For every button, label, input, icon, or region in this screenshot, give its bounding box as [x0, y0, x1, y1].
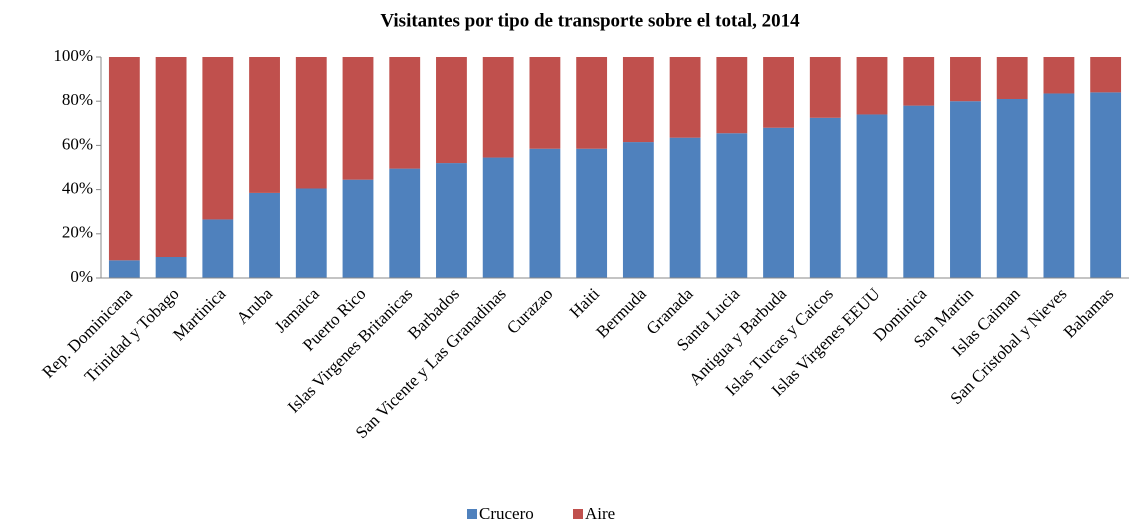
bar-segment — [1090, 57, 1122, 93]
bar-segment — [576, 57, 608, 149]
bar-segment — [249, 192, 280, 278]
y-tick-label: 100% — [53, 46, 93, 65]
bar-segment — [669, 137, 701, 278]
bar-segment — [295, 188, 327, 278]
x-tick-label: Bermuda — [592, 284, 650, 342]
bar-segment — [669, 57, 701, 138]
bar-segment — [108, 57, 140, 261]
bar-segment — [903, 57, 935, 106]
bar-segment — [482, 157, 514, 278]
bar-segment — [108, 260, 140, 278]
bar-segment — [202, 219, 234, 278]
x-tick-label: Curazao — [503, 284, 556, 337]
chart-title: Visitantes por tipo de transporte sobre … — [380, 10, 800, 31]
x-tick-label: Martinica — [169, 284, 229, 344]
legend-label: Aire — [585, 504, 615, 523]
bar-segment — [529, 148, 561, 278]
y-tick-label: 80% — [62, 90, 93, 109]
bar-segment — [1090, 92, 1122, 278]
bar-segment — [436, 57, 467, 164]
bar-segment — [576, 148, 608, 278]
x-tick-label: Bahamas — [1060, 284, 1118, 342]
y-tick-label: 0% — [70, 267, 93, 286]
bar-segment — [996, 57, 1028, 99]
y-tick-label: 40% — [62, 179, 93, 198]
x-tick-label: Haiti — [566, 284, 604, 322]
bar-segment — [856, 57, 888, 115]
legend-label: Crucero — [479, 504, 534, 523]
bar-segment — [155, 257, 187, 278]
bar-segment — [903, 105, 935, 279]
bar-segment — [155, 57, 187, 258]
bar-segment — [295, 57, 327, 189]
bar-segment — [950, 101, 981, 278]
legend-swatch — [467, 509, 477, 519]
bar-segment — [202, 57, 234, 220]
bar-segment — [436, 163, 467, 278]
bar-segment — [996, 98, 1028, 279]
y-tick-label: 20% — [62, 223, 93, 242]
bar-segment — [763, 57, 794, 128]
bar-segment — [1043, 57, 1075, 94]
bar-segment — [950, 57, 981, 102]
bar-segment — [1043, 93, 1075, 278]
y-tick-label: 60% — [62, 134, 93, 153]
bar-segment — [249, 57, 280, 193]
legend-swatch — [573, 509, 583, 519]
bar-segment — [389, 168, 421, 278]
bar-segment — [809, 117, 841, 279]
x-tick-label: Aruba — [233, 284, 277, 328]
bar-segment — [342, 179, 374, 278]
bar-segment — [716, 57, 748, 134]
bar-segment — [342, 57, 374, 180]
bar-segment — [389, 57, 421, 169]
bar-segment — [622, 57, 654, 143]
bar-segment — [809, 57, 841, 118]
bar-segment — [763, 127, 794, 278]
bar-segment — [529, 57, 561, 149]
bar-segment — [622, 142, 654, 278]
bar-segment — [856, 114, 888, 279]
bar-segment — [716, 133, 748, 278]
bar-segment — [482, 57, 514, 158]
